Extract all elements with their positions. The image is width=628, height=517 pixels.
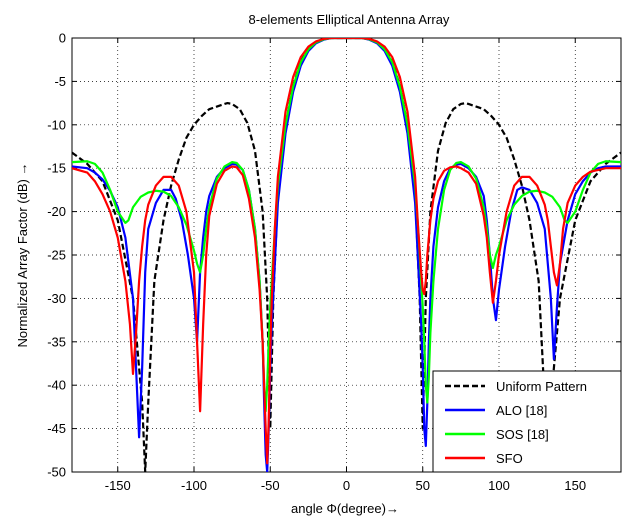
- x-tick-label: -100: [181, 478, 207, 493]
- legend-label: SOS [18]: [496, 427, 549, 442]
- y-axis-title: Normalized Array Factor (dB) →: [15, 163, 30, 348]
- series-group: [72, 38, 621, 472]
- y-tick-label: -50: [47, 465, 66, 480]
- y-tick-label: -5: [54, 74, 66, 89]
- x-tick-label: 100: [488, 478, 510, 493]
- legend-label: Uniform Pattern: [496, 379, 587, 394]
- legend-label: ALO [18]: [496, 403, 547, 418]
- x-tick-label: 50: [416, 478, 430, 493]
- x-tick-label: 150: [564, 478, 586, 493]
- x-tick-label: -50: [261, 478, 280, 493]
- y-tick-label: -20: [47, 204, 66, 219]
- legend-label: SFO: [496, 451, 523, 466]
- series-line-sfo: [72, 38, 621, 465]
- y-tick-label: -45: [47, 421, 66, 436]
- legend: Uniform Pattern ALO [18] SOS [18] SFO: [432, 370, 622, 473]
- x-axis-title: angle Φ(degree)→: [291, 501, 399, 516]
- y-tick-label: -15: [47, 161, 66, 176]
- y-tick-label: -35: [47, 334, 66, 349]
- y-tick-label: -25: [47, 248, 66, 263]
- y-tick-label: 0: [59, 31, 66, 46]
- series-line-uniform-pattern: [72, 38, 621, 472]
- y-tick-label: -30: [47, 291, 66, 306]
- x-tick-label: -150: [105, 478, 131, 493]
- legend-box: [432, 370, 622, 473]
- y-tick-label: -40: [47, 378, 66, 393]
- x-tick-label: 0: [343, 478, 350, 493]
- ticks: -150 -100 -50 0 50 100 150 0 -5 -10 -15 -20 -25 -30 -3…: [47, 31, 621, 493]
- y-tick-label: -10: [47, 117, 66, 132]
- chart-title: 8-elements Elliptical Antenna Array: [249, 12, 450, 27]
